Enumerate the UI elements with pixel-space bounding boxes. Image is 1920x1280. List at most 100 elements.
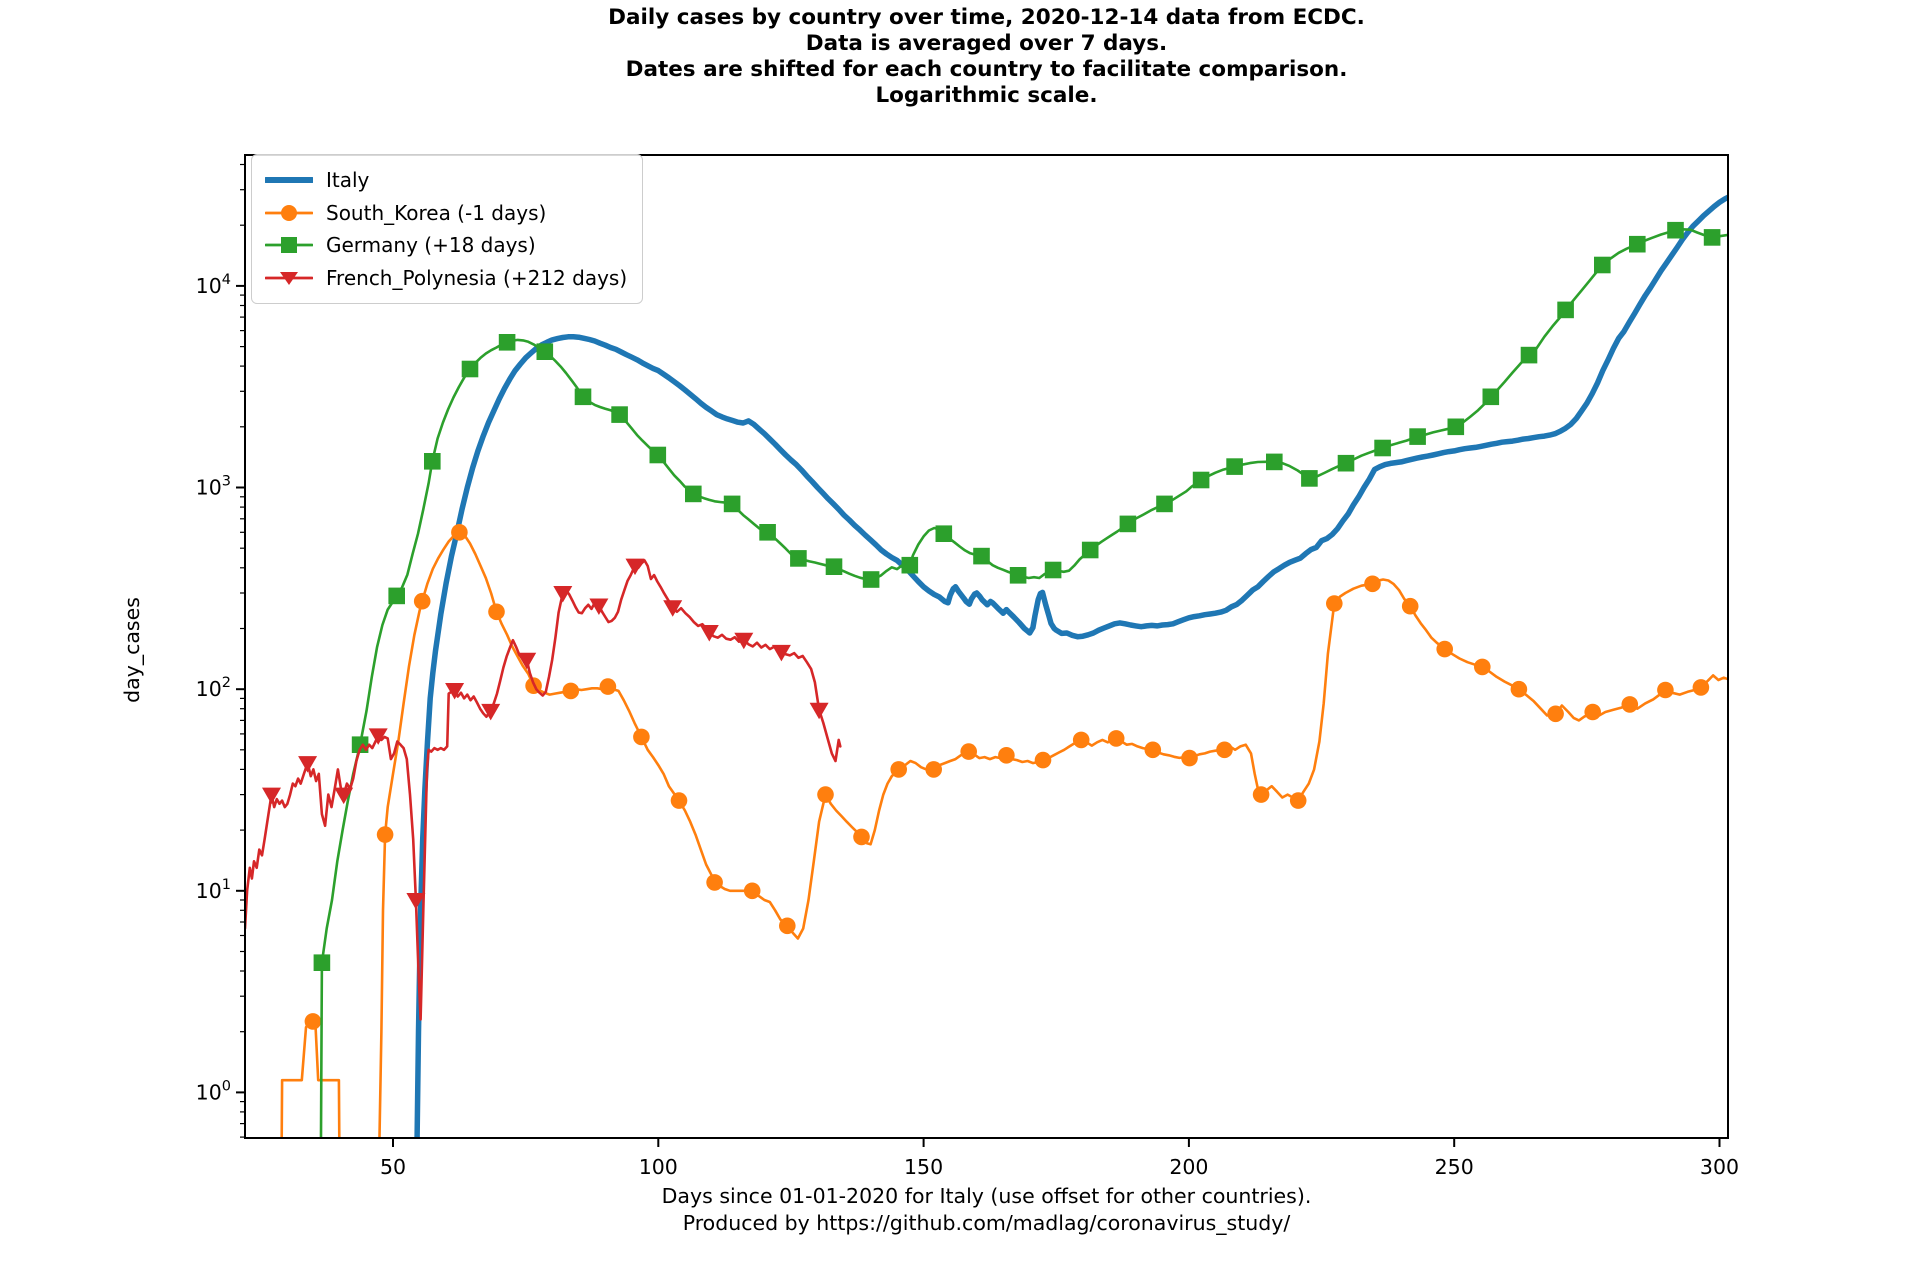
marker-circle (488, 603, 505, 621)
chart-title: Daily cases by country over time, 2020-1… (245, 5, 1728, 109)
marker-circle (1474, 658, 1491, 676)
series-line-2 (319, 228, 1728, 1138)
marker-triangle-down (663, 600, 683, 617)
marker-circle (998, 747, 1015, 764)
marker-square (759, 524, 776, 541)
marker-square (1337, 454, 1355, 472)
marker-circle (1547, 705, 1564, 723)
marker-circle (451, 524, 468, 541)
marker-circle (670, 792, 688, 809)
legend-line-sample-italy (263, 170, 315, 190)
marker-square (825, 558, 843, 575)
legend: Italy South_Korea (-1 days) Germany (+18… (251, 154, 644, 304)
x-tick-label: 150 (904, 1155, 943, 1179)
marker-square (536, 343, 554, 360)
legend-label-germany: Germany (+18 days) (326, 233, 536, 258)
marker-square (1192, 471, 1210, 489)
marker-square (1703, 229, 1721, 246)
marker-square (1119, 515, 1137, 533)
marker-square (1301, 470, 1318, 487)
marker-circle (890, 761, 907, 778)
marker-circle (1252, 786, 1270, 803)
marker-circle (1621, 696, 1639, 713)
title-line-4: Logarithmic scale. (875, 83, 1098, 108)
marker-triangle-down (699, 625, 719, 642)
marker-square (313, 954, 331, 971)
marker-square (685, 485, 702, 503)
legend-line-sample-germany (264, 235, 314, 255)
marker-circle (1072, 731, 1090, 749)
marker-circle (1692, 679, 1710, 696)
legend-item-french-polynesia: French_Polynesia (+212 days) (264, 262, 628, 295)
x-tick-label: 100 (639, 1155, 678, 1179)
marker-square (862, 571, 880, 588)
x-axis-label: Days since 01-01-2020 for Italy (use off… (245, 1183, 1728, 1237)
marker-square (1447, 418, 1465, 436)
legend-label-italy: Italy (326, 168, 370, 193)
marker-square (1629, 235, 1646, 253)
marker-circle (304, 1013, 322, 1030)
marker-square (1409, 428, 1426, 445)
marker-triangle-down (481, 703, 501, 721)
marker-triangle-down (368, 728, 388, 745)
marker-circle (960, 743, 977, 760)
marker-square (461, 360, 479, 378)
marker-circle (779, 917, 796, 935)
marker-triangle-down (625, 558, 645, 576)
marker-triangle-down (771, 644, 791, 662)
marker-circle (413, 592, 431, 610)
marker-triangle-down (406, 893, 426, 910)
x-axis-label-line-1: Days since 01-01-2020 for Italy (use off… (661, 1184, 1312, 1208)
marker-circle (706, 874, 723, 891)
title-line-1: Daily cases by country over time, 2020-1… (608, 5, 1365, 30)
marker-circle (1401, 597, 1419, 615)
legend-line-sample-french-polynesia (264, 268, 314, 288)
marker-circle (1436, 640, 1453, 658)
legend-label-french-polynesia: French_Polynesia (+212 days) (326, 265, 628, 290)
marker-triangle-down (589, 598, 609, 615)
marker-square (1667, 221, 1684, 239)
marker-square (424, 453, 441, 470)
marker-circle (376, 826, 394, 843)
marker-circle (853, 828, 870, 846)
title-line-2: Data is averaged over 7 days. (805, 31, 1168, 56)
marker-triangle-down (298, 756, 318, 773)
marker-circle (1107, 730, 1125, 747)
marker-circle (1181, 749, 1198, 767)
marker-triangle-down (734, 632, 754, 650)
marker-square (1374, 439, 1391, 457)
marker-square (1520, 346, 1538, 364)
marker-square (1266, 453, 1283, 471)
marker-circle (743, 882, 761, 900)
marker-triangle-down (445, 683, 465, 700)
marker-triangle-down (262, 787, 281, 805)
x-tick-label: 300 (1700, 1155, 1739, 1179)
marker-circle (817, 786, 834, 803)
y-axis-label: day_cases (120, 597, 144, 703)
marker-circle (1144, 741, 1162, 759)
marker-circle (633, 728, 650, 746)
title-line-3: Dates are shifted for each country to fa… (625, 57, 1348, 82)
marker-square (723, 495, 741, 513)
series-line-0 (414, 194, 1728, 1138)
marker-circle (562, 682, 580, 700)
marker-square (1044, 561, 1062, 579)
marker-circle (1364, 575, 1381, 593)
marker-square (611, 406, 628, 423)
marker-triangle-down (517, 652, 537, 670)
marker-circle (1289, 792, 1307, 809)
marker-circle (1584, 703, 1601, 721)
legend-item-italy: Italy (263, 164, 627, 197)
marker-square (1226, 458, 1243, 475)
marker-square (1009, 567, 1027, 584)
marker-square (1156, 495, 1173, 513)
marker-triangle-down (334, 787, 354, 805)
marker-square (498, 334, 516, 351)
marker-square (574, 388, 592, 406)
y-tick-label: 102 (196, 675, 231, 701)
legend-item-germany: Germany (+18 days) (264, 229, 627, 262)
x-tick-label: 250 (1435, 1155, 1474, 1179)
plot-series (245, 194, 1728, 1138)
